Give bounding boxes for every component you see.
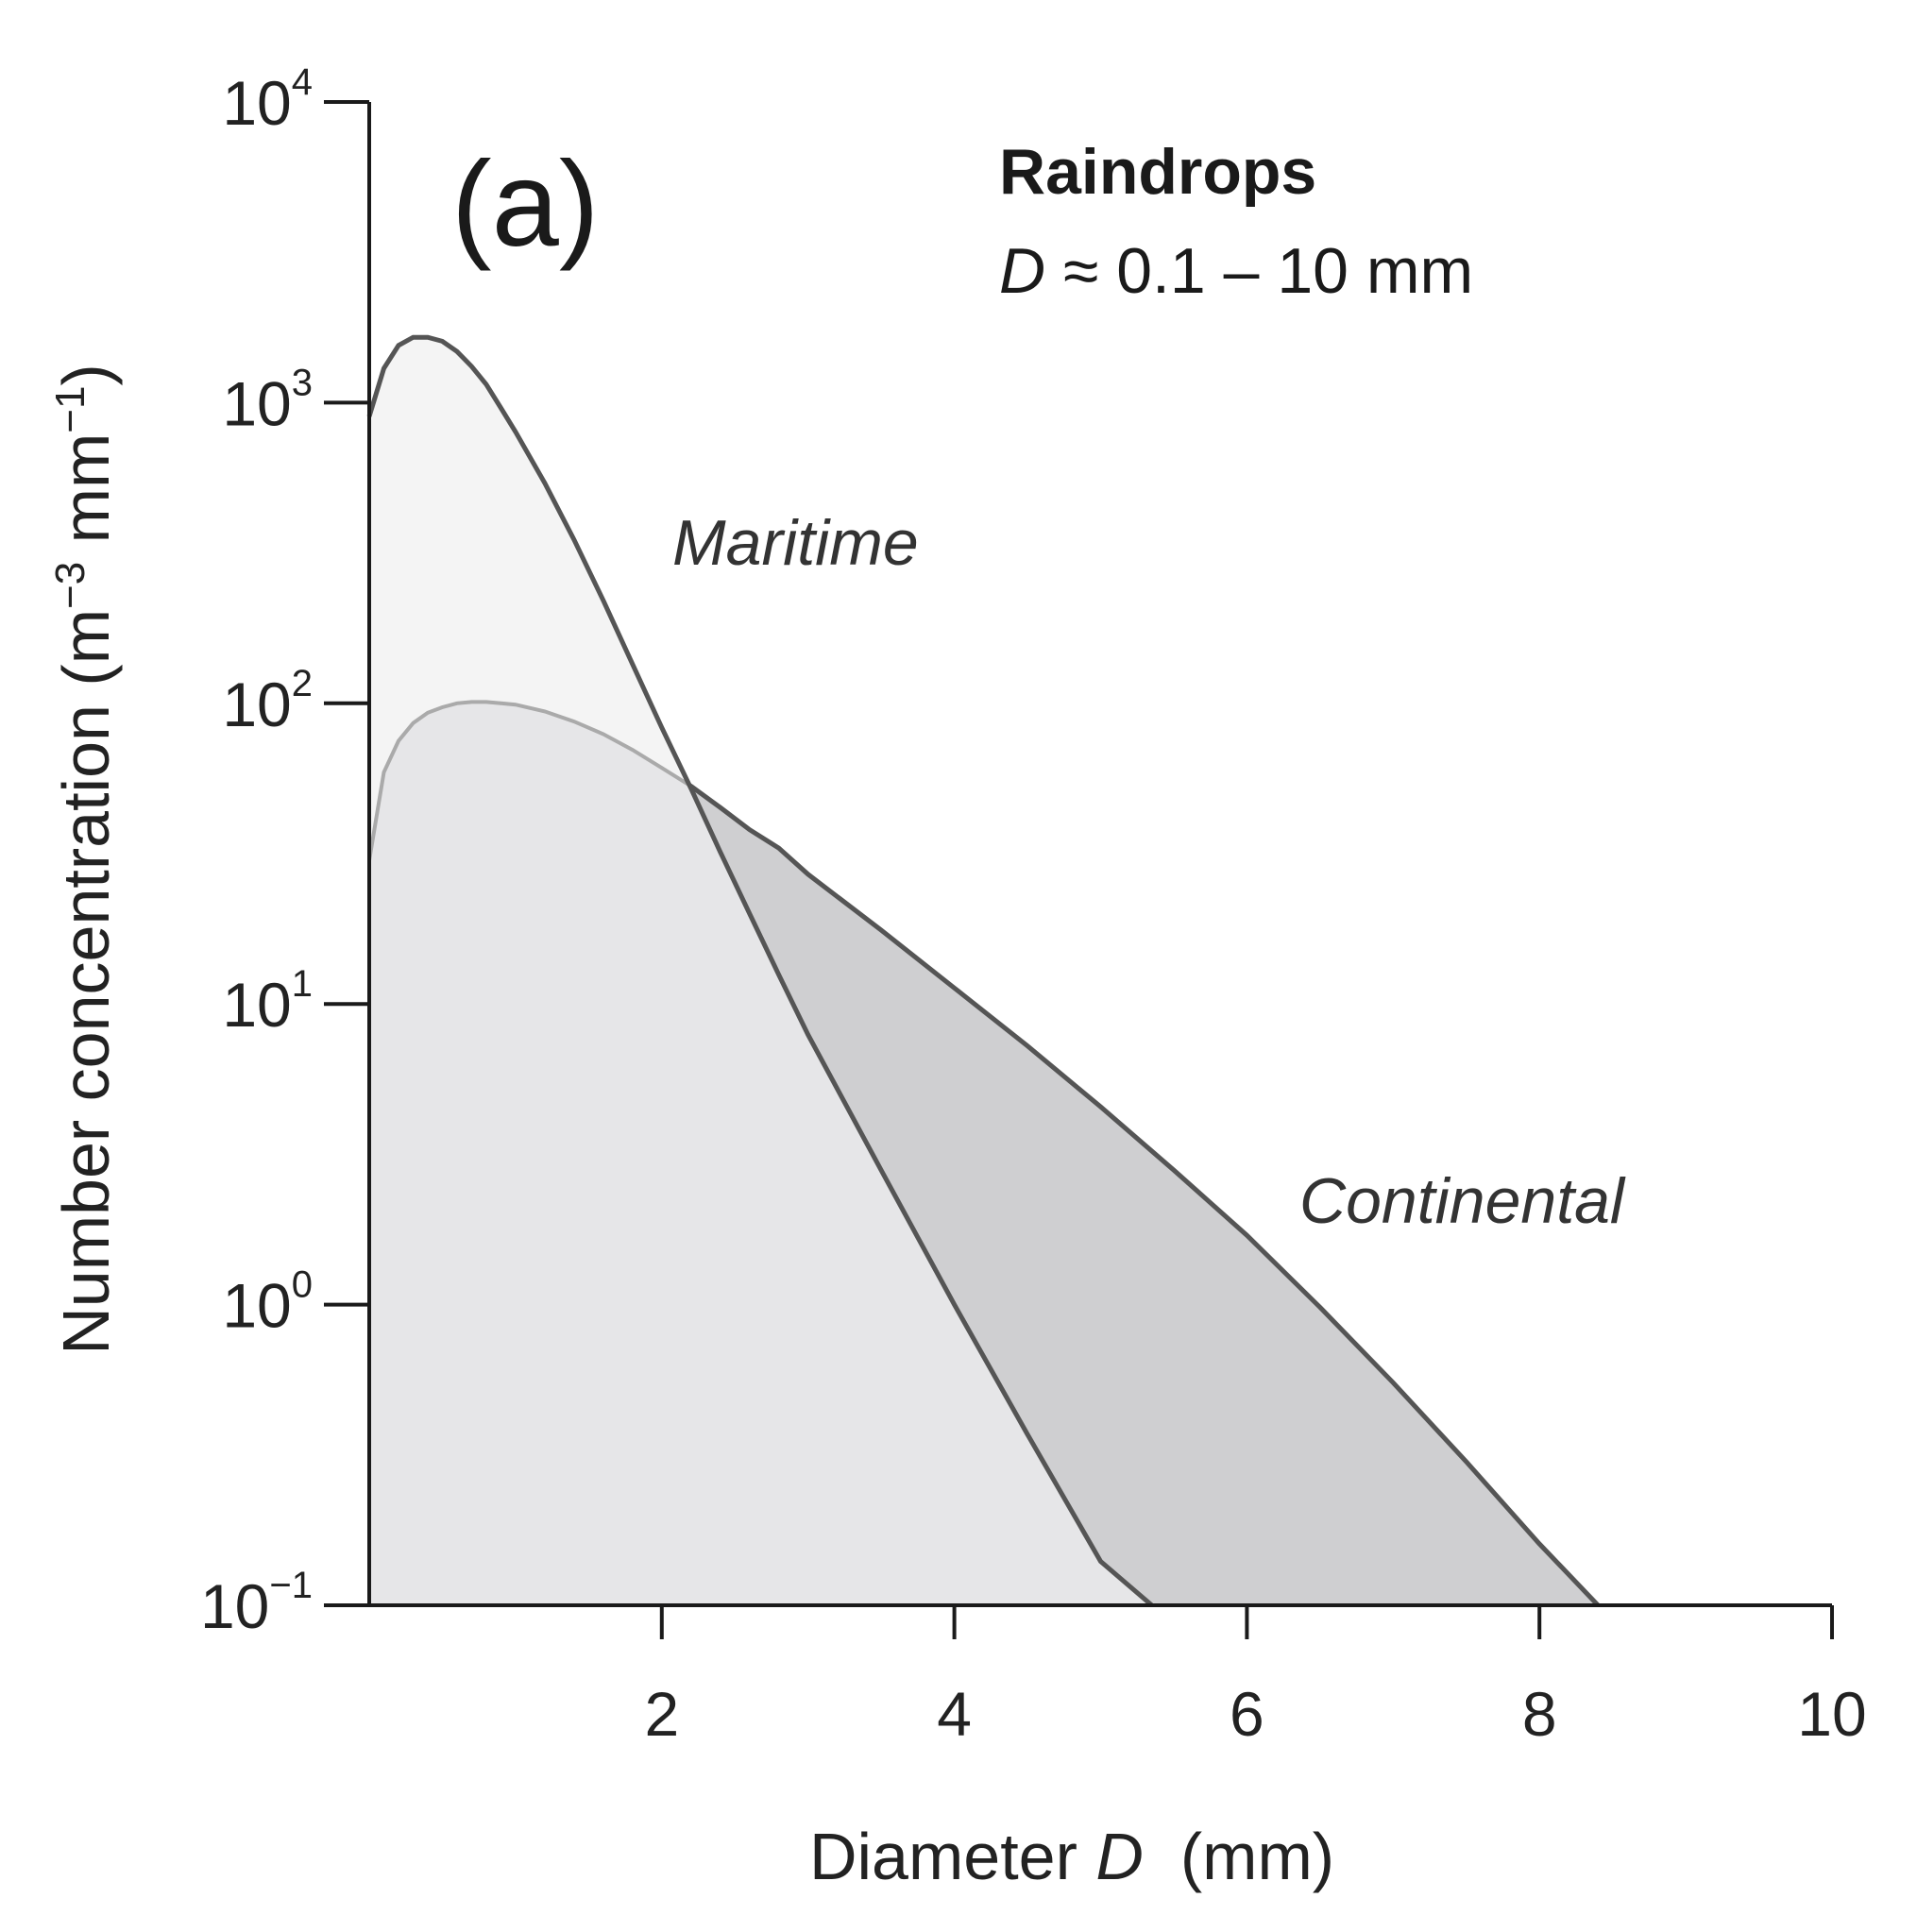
- y-axis-label-exp2: −1: [47, 386, 93, 433]
- x-tick-label: 10: [1797, 1679, 1866, 1749]
- x-axis-label-variable: D: [1095, 1820, 1144, 1893]
- y-tick-base: 10: [200, 1571, 269, 1641]
- y-tick-label: 102: [222, 663, 313, 739]
- chart-title: Raindrops: [999, 136, 1316, 208]
- y-tick-label: 10−1: [200, 1565, 313, 1641]
- continental-line-upper: [367, 700, 691, 861]
- x-axis-label-unit: (mm): [1144, 1820, 1334, 1893]
- chart-subtitle: D ≈ 0.1 – 10 mm: [999, 235, 1473, 307]
- y-tick-exponent: 0: [292, 1264, 313, 1306]
- x-ticks: 2 4 6 8 10: [644, 1605, 1867, 1749]
- maritime-line: [366, 334, 1154, 1607]
- y-tick-exponent: 1: [292, 963, 313, 1005]
- y-axis-label-end: ): [49, 364, 123, 385]
- continental-line-tail: [687, 783, 1601, 1607]
- x-tick-label: 6: [1230, 1679, 1264, 1749]
- x-axis-label-prefix: Diameter: [809, 1820, 1095, 1893]
- y-tick-exponent: 4: [292, 61, 313, 103]
- x-axis-label: Diameter D (mm): [809, 1820, 1334, 1893]
- x-tick-label: 2: [644, 1679, 679, 1749]
- y-tick-exponent: 2: [292, 663, 313, 704]
- panel-label: (a): [451, 137, 599, 272]
- y-tick-label: 100: [222, 1264, 313, 1341]
- y-tick-label: 103: [222, 362, 313, 438]
- y-tick-base: 10: [222, 68, 291, 138]
- y-axis-label-main: Number concentration (m: [49, 609, 123, 1355]
- y-tick-base: 10: [222, 669, 291, 739]
- series-label-continental: Continental: [1299, 1165, 1626, 1237]
- y-tick-exponent: −1: [269, 1565, 313, 1606]
- series-lines: [366, 334, 1601, 1607]
- y-axis-label-mid: mm: [49, 433, 123, 562]
- y-axis-label-exp1: −3: [47, 562, 93, 609]
- series-label-maritime: Maritime: [672, 507, 919, 579]
- subtitle-range: ≈ 0.1 – 10 mm: [1045, 235, 1473, 307]
- x-tick-label: 4: [937, 1679, 972, 1749]
- subtitle-variable: D: [999, 235, 1045, 307]
- y-tick-base: 10: [222, 1271, 291, 1341]
- y-tick-exponent: 3: [292, 362, 313, 403]
- overlap-area: [369, 702, 1151, 1605]
- y-tick-label: 104: [222, 61, 313, 138]
- x-tick-label: 8: [1522, 1679, 1557, 1749]
- y-tick-base: 10: [222, 368, 291, 438]
- y-tick-label: 101: [222, 963, 313, 1040]
- plot-areas: [369, 337, 1599, 1606]
- y-tick-base: 10: [222, 970, 291, 1040]
- y-axis-label: Number concentration (m−3 mm−1): [47, 364, 123, 1355]
